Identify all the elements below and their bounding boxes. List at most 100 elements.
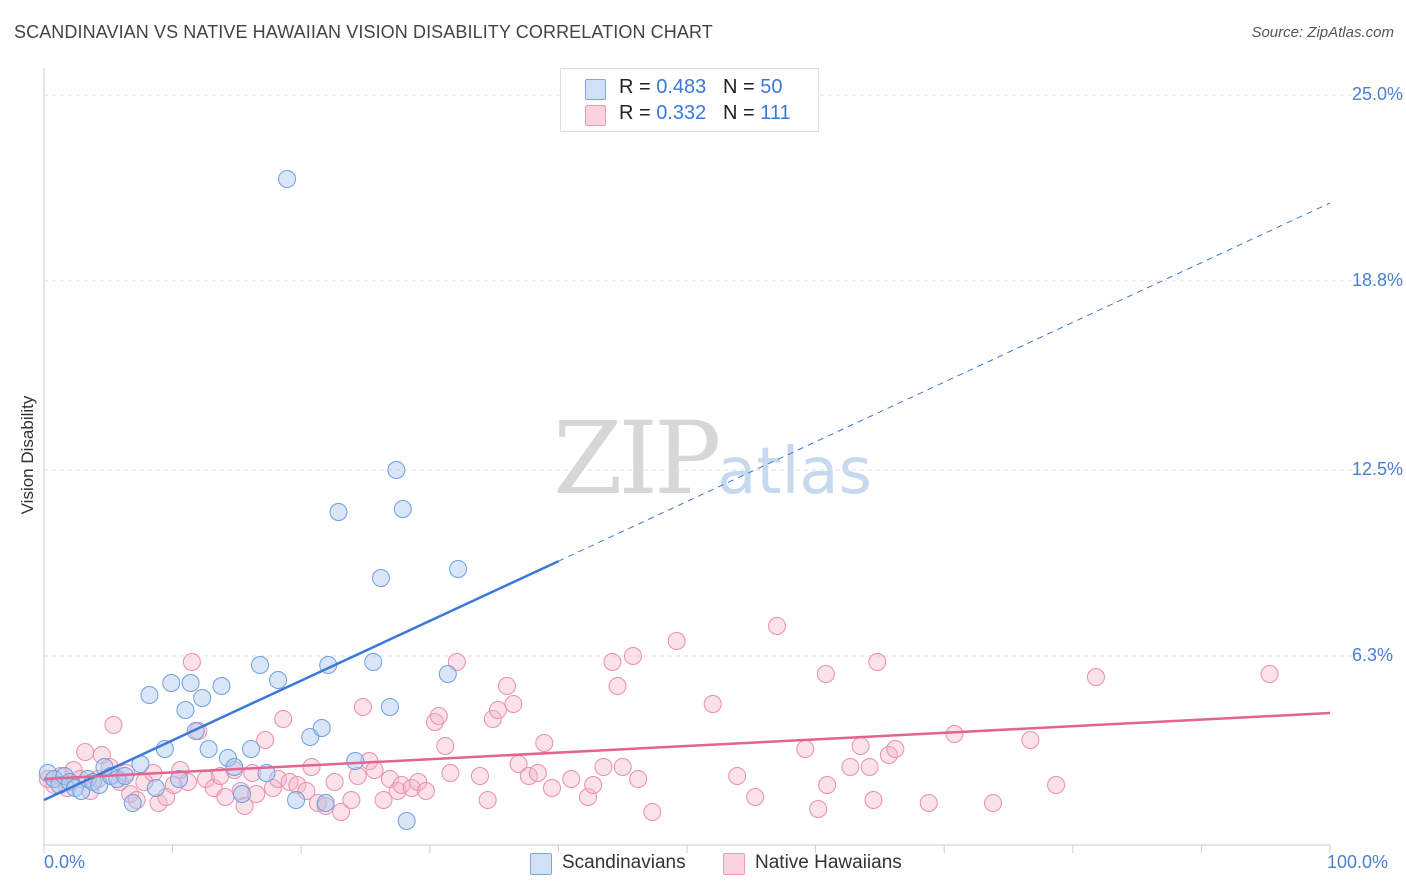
native-hawaiian-point (584, 776, 603, 794)
native-hawaiian-point (608, 677, 627, 695)
scandinavian-point (242, 740, 261, 758)
native-hawaiian-point (623, 647, 642, 665)
legend-r-label-blue: R = (619, 76, 651, 98)
scandinavian-point (162, 674, 181, 692)
native-hawaiian-point (841, 758, 860, 776)
scandinavian-point (316, 794, 335, 812)
scandinavian-point (170, 770, 189, 788)
bottom-legend-label-blue: Scandinavians (562, 852, 686, 873)
native-hawaiian-point (562, 770, 581, 788)
y-tick-label: 12.5% (1352, 459, 1404, 479)
native-hawaiian-point (332, 803, 351, 821)
native-hawaiian-point (594, 758, 613, 776)
scandinavian-point (55, 767, 74, 785)
x-tick-max: 100.0% (1327, 852, 1389, 872)
scandinavian-point (380, 698, 399, 716)
legend-n-value-blue: 50 (760, 76, 783, 98)
native-hawaiian-point (416, 782, 435, 800)
native-hawaiian-point (216, 788, 235, 806)
native-hawaiian-point (256, 731, 275, 749)
native-hawaiian-point (470, 767, 489, 785)
native-hawaiian-point (297, 782, 316, 800)
native-hawaiian-point (535, 734, 554, 752)
native-hawaiian-point (864, 791, 883, 809)
native-hawaiian-point (441, 764, 460, 782)
native-hawaiian-point (436, 737, 455, 755)
native-hawaiian-point (76, 743, 95, 761)
scandinavian-point (312, 719, 331, 737)
scandinavian-point (397, 812, 416, 830)
scandinavian-trend-projection (558, 202, 1331, 562)
scandinavian-point (212, 677, 231, 695)
native-hawaiian-point (728, 767, 747, 785)
native-hawaiian-point (231, 782, 250, 800)
native-hawaiian-point (478, 791, 497, 809)
scandinavian-point (146, 779, 165, 797)
native-hawaiian-point (860, 758, 879, 776)
native-hawaiian-point (429, 707, 448, 725)
scandinavian-point (393, 500, 412, 518)
native-hawaiian-point (353, 698, 372, 716)
native-hawaiian-point (247, 785, 266, 803)
native-hawaiian-point (164, 776, 183, 794)
native-hawaiian-point (288, 776, 307, 794)
legend-swatch-blue (585, 79, 606, 100)
native-hawaiian-point (488, 701, 507, 719)
watermark: ZIPatlas (553, 400, 872, 517)
scandinavian-point (371, 569, 390, 587)
native-hawaiian-point (945, 725, 964, 743)
legend-n-label-blue: N = (722, 76, 755, 98)
native-hawaiian-point (746, 788, 765, 806)
native-hawaiian-point (818, 776, 837, 794)
scandinavian-point (346, 752, 365, 770)
native-hawaiian-point (263, 779, 282, 797)
native-hawaiian-point (104, 716, 123, 734)
native-hawaiian-point (809, 800, 828, 818)
native-hawaiian-point (851, 737, 870, 755)
native-hawaiian-point (643, 803, 662, 821)
native-hawaiian-point (1086, 668, 1105, 686)
native-hawaiian-point (629, 770, 648, 788)
native-hawaiian-point (1260, 665, 1279, 683)
native-hawaiian-point (703, 695, 722, 713)
native-hawaiian-trend-line (43, 711, 1331, 781)
native-hawaiian-point (117, 764, 136, 782)
y-tick-label: 6.3% (1352, 645, 1394, 665)
watermark-zip: ZIP (553, 400, 721, 517)
native-hawaiian-point (365, 761, 384, 779)
scandinavian-point (140, 686, 159, 704)
watermark-atlas: atlas (717, 435, 872, 509)
native-hawaiian-point (816, 665, 835, 683)
native-hawaiian-point (342, 791, 361, 809)
legend-r-label-pink: R = (619, 102, 651, 124)
scandinavian-point (278, 170, 297, 188)
native-hawaiian-point (409, 773, 428, 791)
scandinavian-point (364, 653, 383, 671)
native-hawaiian-point (984, 794, 1003, 812)
native-hawaiian-point (1047, 776, 1066, 794)
native-hawaiian-point (1021, 731, 1040, 749)
native-hawaiian-point (325, 773, 344, 791)
native-hawaiian-point (374, 791, 393, 809)
native-hawaiian-point (868, 653, 887, 671)
legend-n-value-pink: 111 (760, 102, 791, 124)
scandinavian-point (269, 671, 288, 689)
scandinavian-point (193, 689, 212, 707)
native-hawaiian-point (542, 779, 561, 797)
scandinavian-point (176, 701, 195, 719)
x-tick-min: 0.0% (44, 852, 86, 872)
native-hawaiian-point (483, 710, 502, 728)
scandinavian-point (199, 740, 218, 758)
native-hawaiian-point (235, 797, 254, 815)
scandinavian-point (449, 560, 468, 578)
scandinavian-point (181, 674, 200, 692)
native-hawaiian-point (613, 758, 632, 776)
source-label: Source: ZipAtlas.com (1251, 24, 1394, 41)
scandinavian-point (251, 656, 270, 674)
native-hawaiian-point (919, 794, 938, 812)
native-hawaiian-point (302, 758, 321, 776)
native-hawaiian-point (447, 653, 466, 671)
bottom-legend-label-pink: Native Hawaiians (755, 852, 902, 873)
native-hawaiian-point (667, 632, 686, 650)
